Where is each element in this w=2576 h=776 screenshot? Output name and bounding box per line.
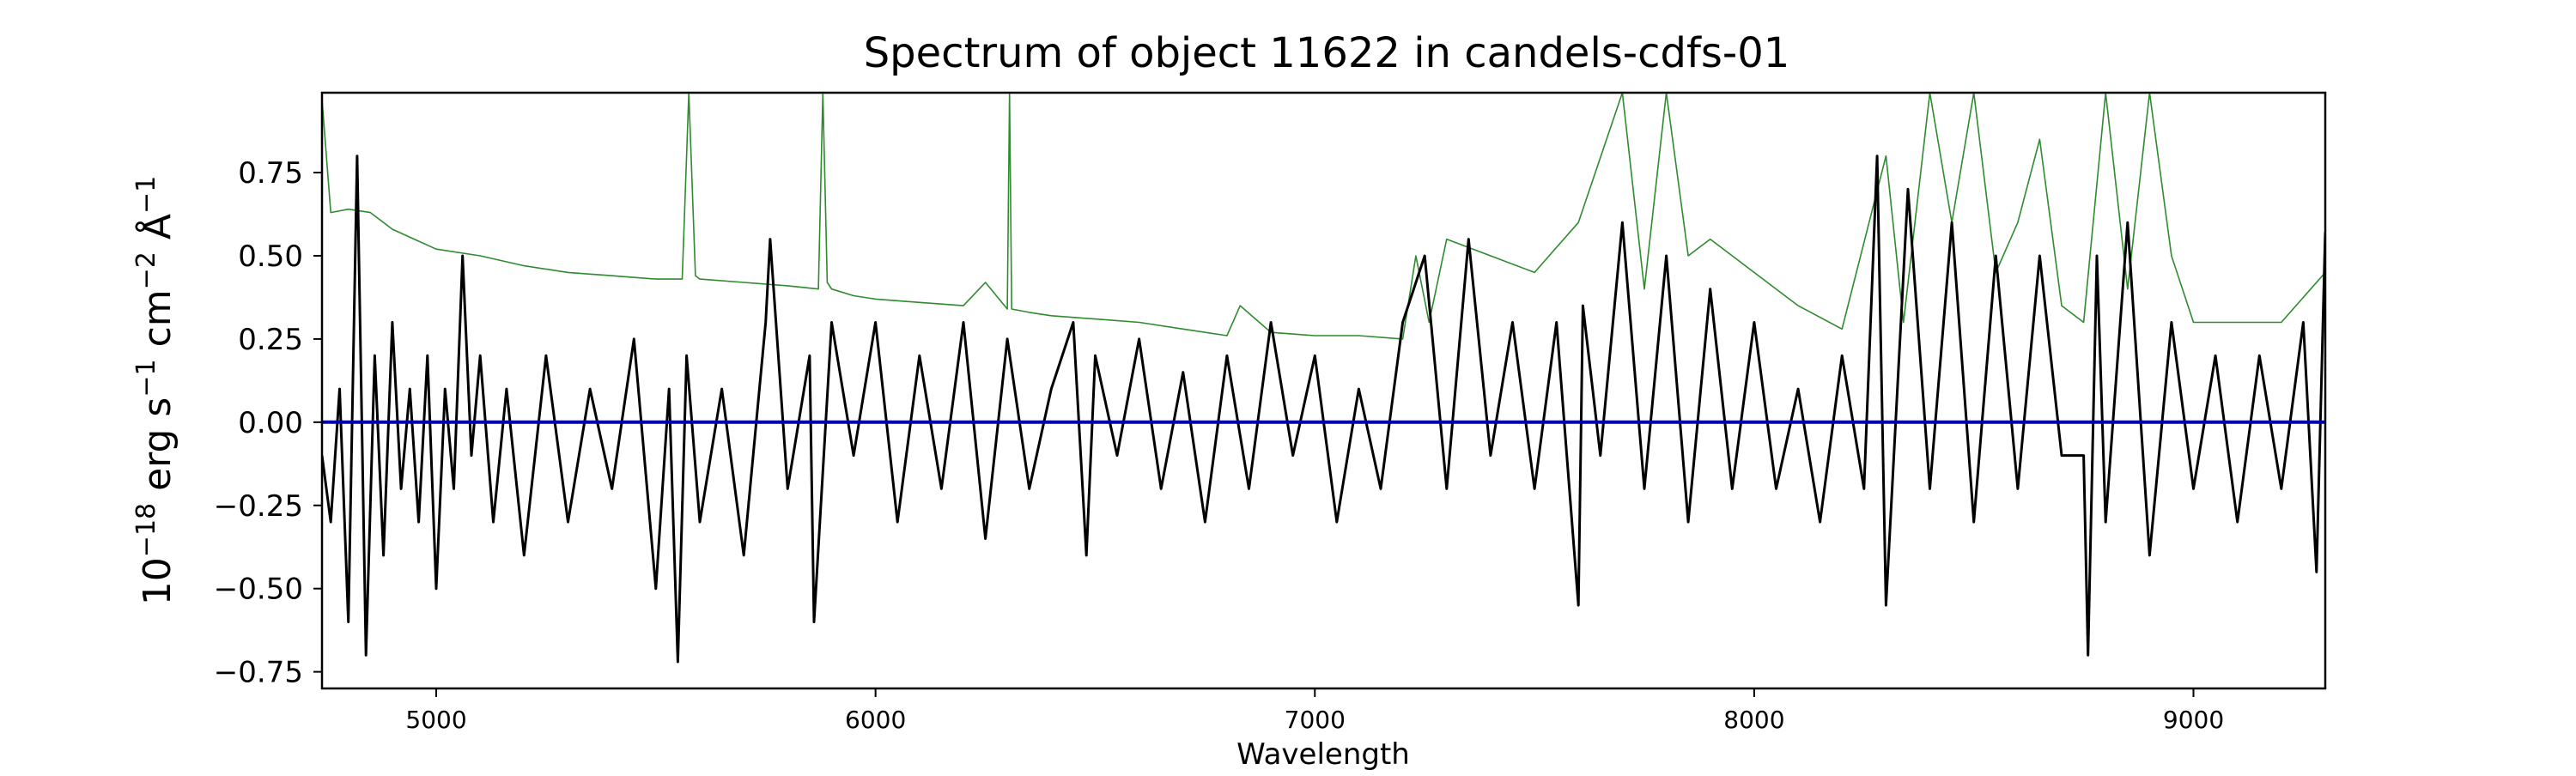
- x-tick-label: 9000: [2163, 706, 2224, 734]
- x-tick-label: 7000: [1285, 706, 1346, 734]
- y-tick-label: 0.75: [238, 156, 303, 191]
- series-line-0: [322, 93, 2325, 340]
- y-axis-ticks: −0.75 −0.50 −0.25 0.00 0.25 0.50 0.75: [214, 156, 322, 690]
- x-tick-label: 5000: [405, 706, 466, 734]
- x-tick-label: 8000: [1723, 706, 1784, 734]
- x-axis-label: Wavelength: [1236, 737, 1410, 772]
- y-tick-label: −0.25: [214, 489, 303, 524]
- y-tick-label: 0.25: [238, 323, 303, 357]
- plot-frame: [320, 91, 2327, 690]
- y-tick-label: 0.50: [238, 239, 303, 274]
- series-line-1: [322, 155, 2325, 664]
- y-tick-label: −0.75: [214, 656, 303, 690]
- x-tick-label: 6000: [845, 706, 906, 734]
- y-axis-label: 10−18 erg s−1 cm−2 Å−1: [131, 176, 179, 605]
- x-axis-ticks: 5000 6000 7000 8000 9000: [405, 688, 2224, 734]
- y-tick-label: −0.50: [214, 573, 303, 607]
- chart-title: Spectrum of object 11622 in candels-cdfs…: [864, 29, 1790, 77]
- y-tick-label: 0.00: [238, 406, 303, 440]
- series-layer: [322, 93, 2325, 664]
